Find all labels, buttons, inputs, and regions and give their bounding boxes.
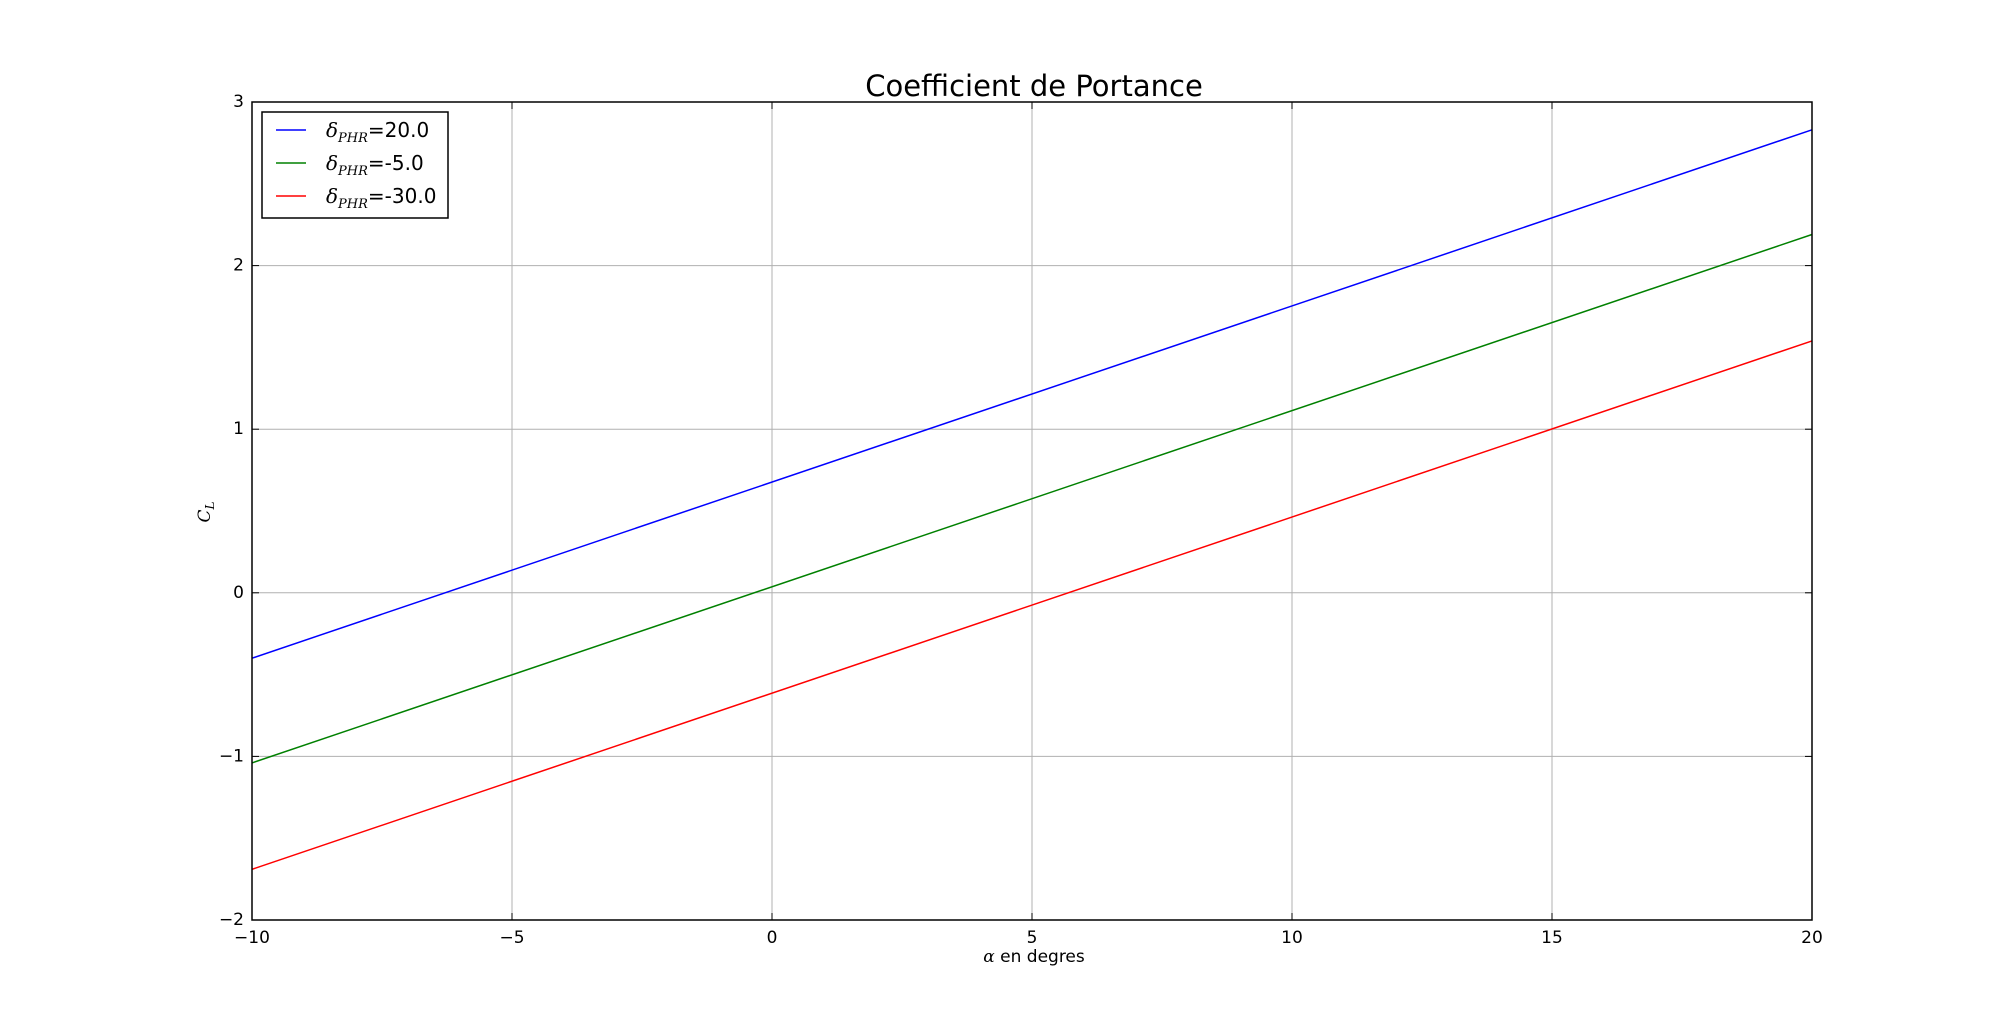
y-tick-label: −2 [219,910,244,930]
legend-subscript: PHR [337,197,368,212]
y-tick-label: 3 [233,92,244,112]
legend-value: =20.0 [368,118,429,142]
legend-value: =-5.0 [368,151,424,175]
x-tick-label: 15 [1541,928,1563,948]
x-axis-symbol: α [983,947,995,967]
y-axis-symbol: C [195,509,215,522]
x-axis-label: α en degres [983,947,1085,967]
legend-label-2: δPHR=-5.0 [326,151,424,179]
y-tick-label: 0 [233,583,244,603]
y-tick-label: 2 [233,256,244,276]
legend-label-1: δPHR=20.0 [326,118,429,146]
ticks [251,101,1813,921]
legend-symbol: δ [326,184,338,208]
x-tick-label: 10 [1281,928,1303,948]
x-axis-text: en degres [995,947,1085,967]
legend-value: =-30.0 [368,184,437,208]
legend-symbol: δ [326,151,338,175]
y-tick-label: 1 [233,419,244,439]
y-axis-label: CL [195,501,217,522]
x-tick-label: 0 [767,928,778,948]
series-line-1 [251,129,1813,659]
x-tick-label: −5 [499,928,524,948]
legend-symbol: δ [326,118,338,142]
grid [252,102,1812,920]
series-line-3 [251,340,1813,871]
y-axis-subscript: L [203,501,217,510]
legend-subscript: PHR [337,131,368,146]
series-line-2 [251,233,1813,764]
legend-subscript: PHR [337,164,368,179]
legend-label-3: δPHR=-30.0 [326,184,436,212]
series-lines [251,129,1813,871]
y-tick-label: −1 [219,746,244,766]
x-tick-label: −10 [234,928,270,948]
x-tick-label: 5 [1027,928,1038,948]
chart-title: Coefficient de Portance [865,69,1203,103]
x-tick-label: 20 [1801,928,1823,948]
